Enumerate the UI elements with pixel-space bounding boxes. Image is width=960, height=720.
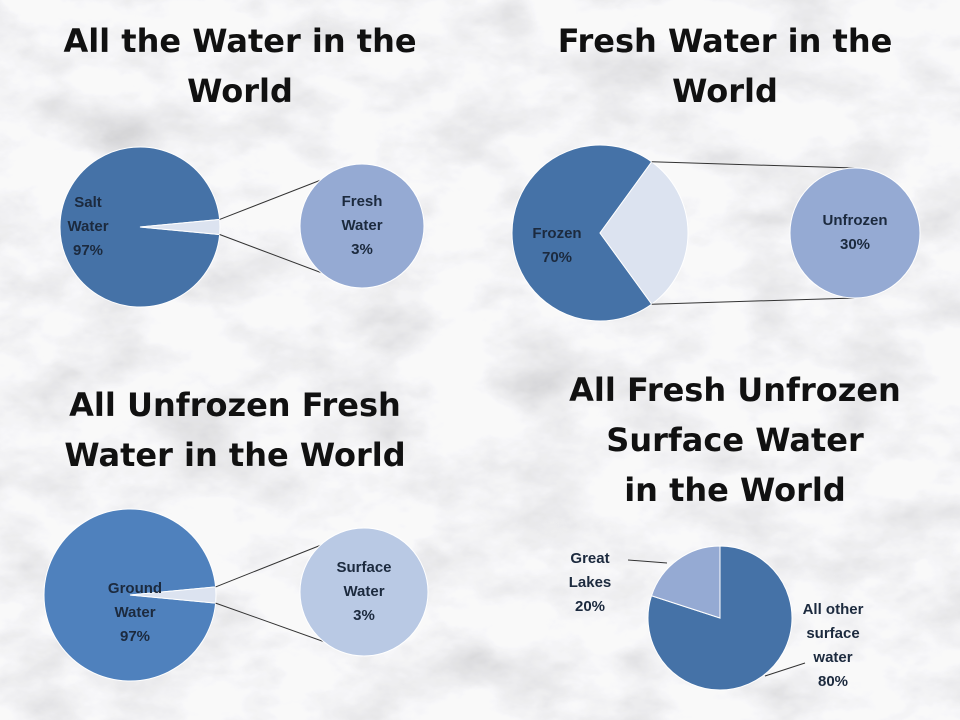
chart-title-box: All Unfrozen Fresh Water in the World [64, 386, 406, 474]
slice-label: Ground Water 97% [80, 563, 190, 663]
slice-label: Surface Water 3% [309, 542, 419, 642]
pie-slice [139, 218, 221, 236]
slice-label: All other surface water 80% [778, 596, 888, 696]
value-label: 70% [541, 249, 573, 266]
detail-pie [299, 527, 429, 657]
connector-line [651, 297, 856, 305]
value-label: 3% [351, 241, 373, 258]
slice-label: Frozen 70% [502, 196, 612, 296]
category-label: Fresh Water [341, 193, 383, 234]
pie-slice [650, 545, 721, 619]
category-label: Surface Water [336, 559, 392, 600]
chart-title: All the Water in the World [63, 22, 417, 110]
value-label: 30% [839, 236, 871, 253]
value-label: 20% [574, 598, 606, 615]
chart-title-box: All the Water in the World [63, 22, 417, 110]
value-label: 97% [119, 628, 151, 645]
pie-slice [129, 586, 217, 604]
leader-line [764, 662, 806, 677]
label-box: Unfrozen 30% [800, 183, 910, 283]
label-box: All other surface water 80% [778, 596, 888, 696]
chart-title: All Fresh Unfrozen Surface Water in the … [569, 371, 901, 509]
value-label: 80% [817, 673, 849, 690]
category-label: Ground Water [107, 580, 163, 621]
slice-label: Great Lakes 20% [535, 533, 645, 633]
label-box: Salt Water 97% [33, 177, 143, 277]
pie-slice [511, 144, 653, 322]
slice-label: Fresh Water 3% [307, 176, 417, 276]
pie-slice [599, 161, 689, 305]
chart-title-box: Fresh Water in the World [557, 22, 893, 110]
pie-slice [59, 146, 221, 308]
chart-title: All Unfrozen Fresh Water in the World [64, 386, 406, 474]
slice-label: Salt Water 97% [33, 177, 143, 277]
label-box: Frozen 70% [502, 196, 612, 296]
chart-title: Fresh Water in the World [557, 22, 893, 110]
category-label: Salt Water [67, 194, 109, 235]
label-box: Great Lakes 20% [535, 533, 645, 633]
category-label: All other surface water [802, 601, 864, 666]
category-label: Great Lakes [568, 550, 612, 591]
category-label: Unfrozen [822, 212, 888, 229]
detail-pie [299, 163, 425, 289]
value-label: 3% [353, 607, 375, 624]
connector-line [651, 161, 856, 169]
value-label: 97% [72, 242, 104, 259]
category-label: Frozen [532, 225, 582, 242]
detail-pie [789, 167, 921, 299]
label-box: Ground Water 97% [80, 563, 190, 663]
label-box: Fresh Water 3% [307, 176, 417, 276]
pie-slice [43, 508, 217, 682]
label-box: Surface Water 3% [309, 542, 419, 642]
chart-title-box: All Fresh Unfrozen Surface Water in the … [569, 371, 901, 509]
leader-line [627, 559, 668, 564]
slice-label: Unfrozen 30% [800, 183, 910, 283]
